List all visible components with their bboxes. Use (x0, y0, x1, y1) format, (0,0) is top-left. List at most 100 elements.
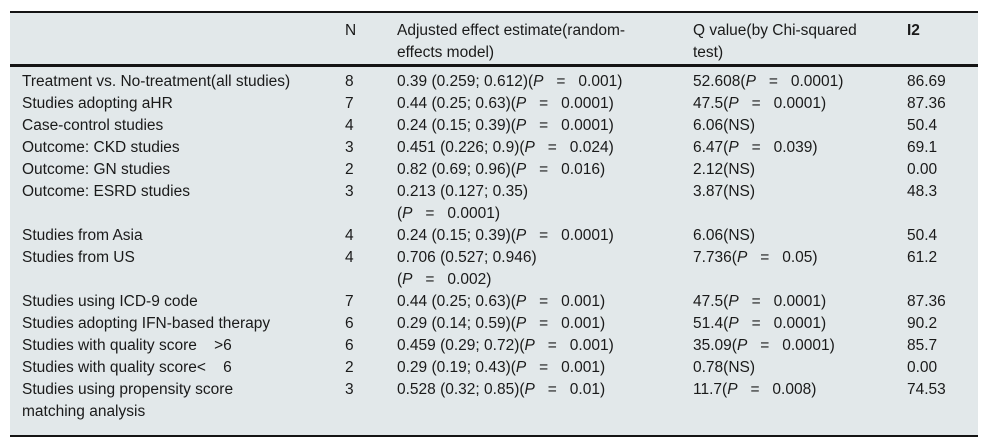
row-label-line: Studies from US (22, 249, 135, 266)
i2-cell: 74.53 (907, 381, 946, 398)
table-row: Studies from US 4 0.706 (0.527; 0.946) (P =… (10, 247, 978, 291)
estimate-cell: 0.459 (0.29; 0.72)(P = 0.001) (397, 337, 614, 354)
table-row: Studies with quality score< 6 2 0.29 (0.19… (10, 357, 978, 379)
n-cell: 4 (345, 227, 354, 244)
p-symbol: P (533, 73, 544, 90)
q-value-cell: 2.12(NS) (693, 161, 756, 178)
n-cell: 6 (345, 315, 354, 332)
estimate-cell: 0.213 (0.127; 0.35) (P = 0.0001) (397, 181, 693, 225)
row-label-line: Treatment vs. No-treatment(all studies) (22, 73, 291, 90)
row-label-line: Outcome: CKD studies (22, 139, 180, 156)
p-symbol: P (515, 117, 527, 134)
estimate-pvalue-line: (P = 0.0001) (397, 205, 500, 222)
p-symbol: P (728, 139, 739, 156)
row-label-cell: Studies adopting aHR (10, 93, 345, 115)
row-label-cell: Case-control studies (10, 115, 345, 137)
row-label-cell: Studies from US (10, 247, 345, 291)
table-row: Studies from Asia 4 0.24 (0.15; 0.39)(P = … (10, 225, 978, 247)
q-value-cell: 47.5(P = 0.0001) (693, 293, 827, 310)
i2-cell: 48.3 (907, 183, 938, 200)
p-symbol: P (524, 139, 535, 156)
p-symbol: P (524, 337, 535, 354)
p-symbol: P (515, 161, 527, 178)
p-symbol: P (515, 227, 527, 244)
i2-cell: 85.7 (907, 337, 938, 354)
table-row: Studies adopting IFN-based therapy 6 0.29 … (10, 313, 978, 335)
q-value-cell: 52.608(P = 0.0001) (693, 73, 844, 90)
q-value-cell: 51.4(P = 0.0001) (693, 315, 827, 332)
row-label-cell: Studies from Asia (10, 225, 345, 247)
header-row: N Adjusted effect estimate(random- effec… (10, 13, 978, 67)
row-label-line: Studies with quality score< 6 (22, 359, 232, 376)
estimate-cell: 0.39 (0.259; 0.612)(P = 0.001) (397, 73, 623, 90)
row-label-line: matching analysis (22, 403, 146, 420)
header-q-cell: Q value(by Chi-squared test) (693, 13, 907, 67)
q-value-cell: 11.7(P = 0.008) (693, 381, 817, 398)
q-value-cell: 6.06(NS) (693, 227, 756, 244)
table-row: Outcome: GN studies 2 0.82 (0.69; 0.96)(P … (10, 159, 978, 181)
header-i2-cell: I2 (907, 13, 978, 67)
row-label-cell: Outcome: GN studies (10, 159, 345, 181)
p-symbol: P (524, 381, 535, 398)
i2-cell: 50.4 (907, 227, 938, 244)
row-label-cell: Studies adopting IFN-based therapy (10, 313, 345, 335)
row-label-cell: Outcome: CKD studies (10, 137, 345, 159)
row-label-line: Studies adopting aHR (22, 95, 173, 112)
header-estimate-cell: Adjusted effect estimate(random- effects… (397, 13, 693, 67)
estimate-cell: 0.82 (0.69; 0.96)(P = 0.016) (397, 161, 606, 178)
i2-cell: 50.4 (907, 117, 938, 134)
i2-cell: 0.00 (907, 359, 938, 376)
estimate-cell: 0.528 (0.32; 0.85)(P = 0.01) (397, 381, 606, 398)
estimate-cell: 0.706 (0.527; 0.946) (P = 0.002) (397, 247, 693, 291)
row-label-line: Studies adopting IFN-based therapy (22, 315, 271, 332)
row-label-line: Studies using ICD-9 code (22, 293, 198, 310)
q-value-cell: 6.47(P = 0.039) (693, 139, 818, 156)
i2-cell: 90.2 (907, 315, 938, 332)
p-symbol: P (728, 95, 739, 112)
row-label-line: Case-control studies (22, 117, 164, 134)
header-estimate-line1: Adjusted effect estimate(random- (397, 22, 626, 39)
p-symbol: P (515, 359, 527, 376)
estimate-cell: 0.24 (0.15; 0.39)(P = 0.0001) (397, 227, 614, 244)
header-q-line1: Q value(by Chi-squared (693, 22, 857, 39)
q-value-cell: 35.09(P = 0.0001) (693, 337, 835, 354)
i2-cell: 87.36 (907, 293, 946, 310)
n-cell: 8 (345, 73, 354, 90)
header-blank-cell (10, 13, 345, 67)
table-row: Treatment vs. No-treatment(all studies) 8… (10, 66, 978, 94)
p-symbol: P (515, 315, 527, 332)
i2-cell: 61.2 (907, 249, 938, 266)
p-symbol: P (515, 293, 527, 310)
table-row: Studies using propensity score matching a… (10, 379, 978, 423)
estimate-cell: 0.44 (0.25; 0.63)(P = 0.0001) (397, 95, 614, 112)
estimate-pvalue-line: (P = 0.002) (397, 271, 492, 288)
p-symbol: P (515, 95, 527, 112)
p-symbol: P (736, 337, 748, 354)
table-body: Treatment vs. No-treatment(all studies) 8… (10, 66, 978, 424)
n-cell: 2 (345, 161, 354, 178)
n-cell: 3 (345, 381, 354, 398)
row-label-cell: Studies using ICD-9 code (10, 291, 345, 313)
meta-analysis-results-table: N Adjusted effect estimate(random- effec… (10, 11, 978, 437)
row-label-line: Studies with quality score >6 (22, 337, 232, 354)
row-label-cell: Studies using propensity score matching a… (10, 379, 345, 423)
p-symbol: P (745, 73, 756, 90)
i2-cell: 0.00 (907, 161, 938, 178)
i2-cell: 87.36 (907, 95, 946, 112)
row-label-line: Outcome: ESRD studies (22, 183, 190, 200)
results-table: N Adjusted effect estimate(random- effec… (10, 13, 978, 423)
table-row: Studies using ICD-9 code 7 0.44 (0.25; 0.6… (10, 291, 978, 313)
q-value-cell: 6.06(NS) (693, 117, 756, 134)
q-value-cell: 0.78(NS) (693, 359, 756, 376)
q-value-cell: 3.87(NS) (693, 183, 756, 200)
i2-cell: 86.69 (907, 73, 946, 90)
table-row: Case-control studies 4 0.24 (0.15; 0.39)(P… (10, 115, 978, 137)
p-symbol: P (736, 249, 748, 266)
row-label-line: Studies from Asia (22, 227, 143, 244)
n-cell: 7 (345, 95, 354, 112)
p-symbol: P (402, 205, 413, 222)
n-cell: 4 (345, 117, 354, 134)
estimate-cell: 0.24 (0.15; 0.39)(P = 0.0001) (397, 117, 614, 134)
n-cell: 3 (345, 139, 354, 156)
row-label-cell: Outcome: ESRD studies (10, 181, 345, 225)
